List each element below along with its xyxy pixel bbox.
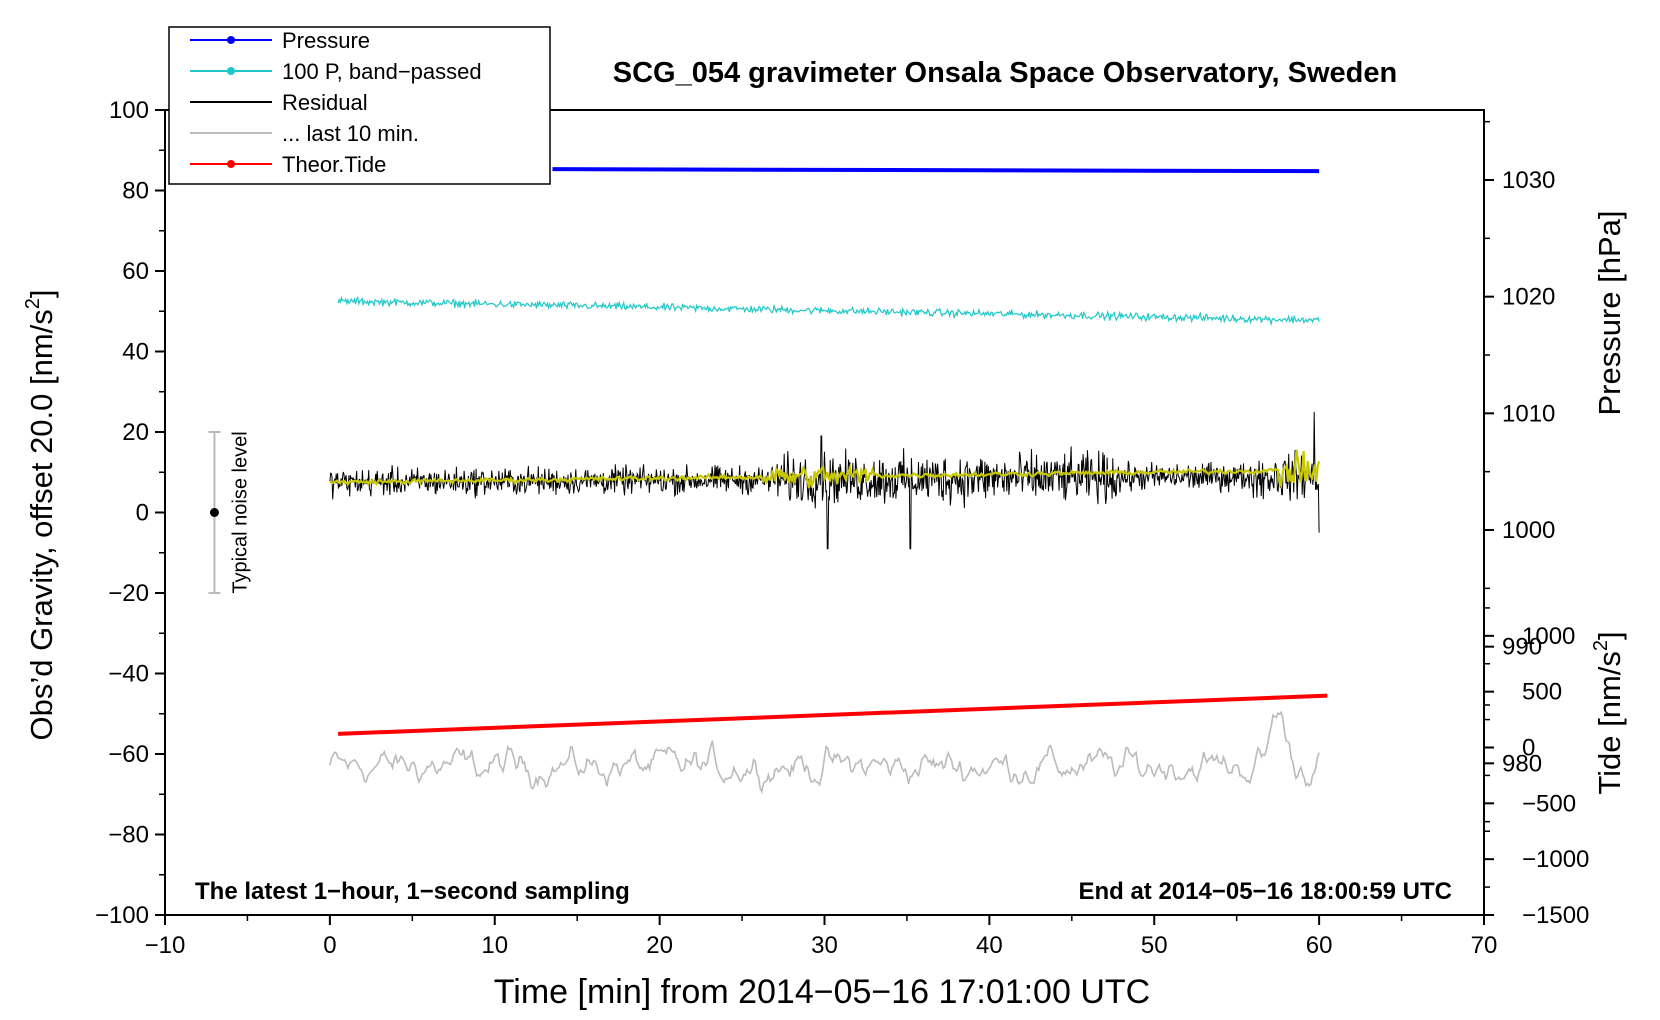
legend-marker	[227, 36, 235, 44]
legend: Pressure 100 P, band−passed Residual ... la…	[168, 26, 551, 185]
legend-marker	[227, 160, 235, 168]
x-tick-label: 20	[646, 932, 673, 959]
legend-label: Pressure	[282, 28, 370, 53]
ticks-layer: −10 0 10 20 30 40 50 60 70−100−80−60−40−20020406…	[95, 97, 1589, 959]
y-tick-label: 100	[109, 97, 149, 124]
pressure-tick-label: 1010	[1502, 400, 1555, 427]
x-tick-label: −10	[145, 932, 186, 959]
noise-center-dot	[209, 508, 219, 517]
annotation-sampling: The latest 1−hour, 1−second sampling	[195, 878, 630, 905]
series-last10-line	[329, 710, 1320, 795]
pressure-tick-label: 1030	[1502, 167, 1555, 194]
pressure-tick-label: 1020	[1502, 284, 1555, 311]
y-tick-label: −20	[108, 580, 149, 607]
x-tick-label: 10	[481, 932, 508, 959]
x-axis-label: Time [min] from 2014−05−16 17:01:00 UTC	[494, 973, 1150, 1011]
legend-label: 100 P, band−passed	[282, 59, 482, 84]
series-tide-line	[338, 693, 1328, 736]
y-tick-label: −80	[108, 822, 149, 849]
y-axis-label-tide: Tide [nm/s2]	[1590, 631, 1627, 794]
legend-box	[168, 26, 551, 185]
y-axis-label-pressure: Pressure [hPa]	[1592, 210, 1627, 415]
pressure-tick-label: 990	[1502, 634, 1542, 661]
noise-level-indicator: Typical noise level	[208, 431, 251, 594]
y-tick-label: 40	[122, 339, 149, 366]
series-layer	[329, 167, 1328, 795]
y-tick-label: 60	[122, 258, 149, 285]
series-residual-line	[329, 411, 1320, 550]
tide-tick-label: −1000	[1522, 846, 1589, 873]
tide-tick-label: 0	[1522, 735, 1535, 762]
x-tick-label: 60	[1306, 932, 1333, 959]
series-bandpassed-line	[337, 295, 1320, 327]
x-tick-label: 0	[323, 932, 336, 959]
pressure-tick-label: 1000	[1502, 517, 1555, 544]
x-tick-label: 30	[811, 932, 838, 959]
pressure-tick-label: 980	[1502, 750, 1542, 777]
x-tick-label: 70	[1471, 932, 1498, 959]
annotation-end-time: End at 2014−05−16 18:00:59 UTC	[1078, 878, 1452, 905]
noise-level-label: Typical noise level	[229, 431, 251, 593]
legend-marker	[227, 67, 235, 75]
y-tick-label: 20	[122, 419, 149, 446]
tide-tick-label: −1500	[1522, 902, 1589, 929]
y-axis-label-gravity: Obs’d Gravity, offset 20.0 [nm/s2]	[22, 289, 59, 740]
legend-label: Residual	[282, 90, 368, 115]
x-tick-label: 50	[1141, 932, 1168, 959]
legend-label: Theor.Tide	[282, 152, 386, 177]
y-tick-label: 0	[136, 500, 149, 527]
series-pressure-line	[552, 167, 1320, 174]
tide-tick-label: 1000	[1522, 623, 1575, 650]
y-tick-label: −60	[108, 741, 149, 768]
y-tick-label: −100	[95, 902, 149, 929]
y-tick-label: −40	[108, 661, 149, 688]
tide-tick-label: 500	[1522, 679, 1562, 706]
plot-frame	[164, 109, 1485, 916]
x-tick-label: 40	[976, 932, 1003, 959]
chart-title: SCG_054 gravimeter Onsala Space Observat…	[613, 57, 1397, 89]
series-residual-smoothed-line	[329, 449, 1321, 489]
legend-label: ... last 10 min.	[282, 121, 419, 146]
tide-tick-label: −500	[1522, 790, 1576, 817]
y-tick-label: 80	[122, 178, 149, 205]
